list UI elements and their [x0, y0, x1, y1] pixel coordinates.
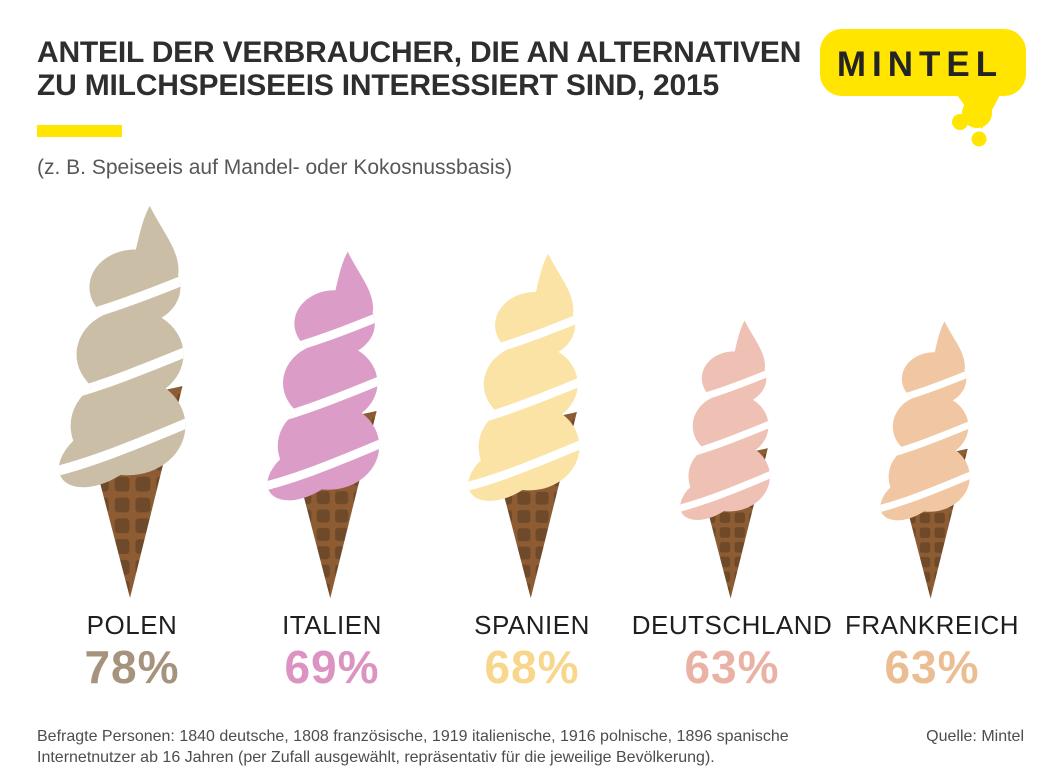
- chart-column-frankreich: FRANKREICH 63%: [832, 320, 1032, 692]
- soft-serve-swirl: [257, 251, 380, 513]
- value-label: 78%: [84, 641, 180, 693]
- ice-cream-icon-polen: [29, 204, 235, 600]
- country-label: FRANKREICH: [844, 610, 1019, 640]
- ice-cream-icon-deutschland: [659, 319, 805, 600]
- chart-column-deutschland: DEUTSCHLAND 63%: [632, 319, 832, 692]
- survey-note-line-1: Befragte Personen: 1840 deutsche, 1808 f…: [37, 728, 789, 745]
- source-label: Quelle: Mintel: [926, 728, 1024, 745]
- title-accent-bar: [37, 125, 122, 137]
- value-label: 68%: [484, 641, 580, 693]
- country-label: POLEN: [86, 610, 178, 640]
- chart-column-polen: POLEN 78%: [32, 204, 232, 692]
- soft-serve-swirl: [47, 205, 186, 501]
- value-label: 63%: [684, 641, 780, 693]
- survey-note-line-2: Internetnutzer ab 16 Jahren (per Zufall …: [37, 749, 715, 766]
- value-label: 69%: [284, 641, 380, 693]
- ice-cream-cone-graphic: [457, 253, 579, 599]
- chart-column-italien: ITALIEN 69%: [232, 250, 432, 692]
- value-label: 63%: [884, 641, 980, 693]
- chart-column-spanien: SPANIEN 68%: [432, 252, 632, 692]
- soft-serve-swirl: [671, 320, 770, 530]
- ice-cream-cone-graphic: [47, 205, 186, 599]
- ice-cream-icon-spanien: [442, 252, 623, 600]
- soft-serve-swirl: [872, 321, 970, 530]
- ice-cream-cone-graphic: [257, 251, 380, 599]
- ice-cream-cone-graphic: [872, 321, 970, 599]
- country-label: SPANIEN: [474, 610, 590, 640]
- header: ANTEIL DER VERBRAUCHER, DIE AN ALTERNATI…: [37, 36, 1026, 180]
- country-label: DEUTSCHLAND: [631, 610, 833, 640]
- country-label: ITALIEN: [282, 610, 382, 640]
- ice-cream-icon-italien: [241, 250, 423, 600]
- mintel-logo-speech-bubble-icon: MINTEL: [820, 29, 1026, 147]
- ice-cream-cone-graphic: [671, 320, 770, 599]
- logo-bubble-shape: [820, 29, 1026, 147]
- soft-serve-swirl: [457, 253, 579, 513]
- logo-wordmark: MINTEL: [837, 45, 1003, 84]
- title-line-2: ZU MILCHSPEISEEIS INTERESSIERT SIND, 201…: [37, 69, 719, 102]
- survey-note: Befragte Personen: 1840 deutsche, 1808 f…: [37, 726, 789, 768]
- title-line-1: ANTEIL DER VERBRAUCHER, DIE AN ALTERNATI…: [37, 36, 802, 69]
- footer: Befragte Personen: 1840 deutsche, 1808 f…: [37, 726, 1024, 768]
- ice-cream-icon-frankreich: [859, 320, 1005, 600]
- page-title: ANTEIL DER VERBRAUCHER, DIE AN ALTERNATI…: [37, 36, 1026, 102]
- ice-cream-pictogram-chart: POLEN 78% ITALIEN: [32, 204, 1032, 692]
- subtitle: (z. B. Speiseeis auf Mandel- oder Kokosn…: [37, 156, 513, 179]
- mintel-logo: MINTEL: [820, 29, 1026, 151]
